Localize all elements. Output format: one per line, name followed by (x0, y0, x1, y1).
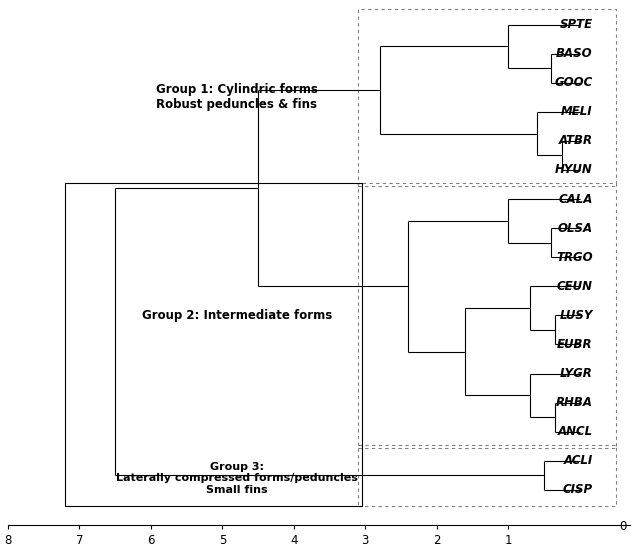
Text: CALA: CALA (559, 192, 593, 206)
Text: ATBR: ATBR (559, 134, 593, 147)
Text: LUSY: LUSY (559, 309, 593, 322)
Text: Group 1: Cylindric forms
Robust peduncles & fins: Group 1: Cylindric forms Robust peduncle… (156, 83, 318, 111)
Text: CEUN: CEUN (557, 280, 593, 293)
Text: ACLI: ACLI (564, 455, 593, 467)
Text: TRGO: TRGO (556, 251, 593, 264)
Text: MELI: MELI (561, 105, 593, 118)
Text: SPTE: SPTE (560, 18, 593, 31)
Bar (358, 8, 616, 186)
Bar (65, 183, 362, 506)
Text: Group 2: Intermediate forms: Group 2: Intermediate forms (141, 309, 332, 322)
Text: BASO: BASO (556, 47, 593, 60)
Text: 0: 0 (619, 521, 626, 533)
Text: HYUN: HYUN (555, 164, 593, 176)
Bar (358, 183, 616, 448)
Text: LYGR: LYGR (560, 367, 593, 380)
Text: GOOC: GOOC (554, 76, 593, 89)
Bar (358, 445, 616, 506)
Text: EUBR: EUBR (557, 338, 593, 351)
Text: ANCL: ANCL (557, 425, 593, 438)
Text: OLSA: OLSA (557, 222, 593, 235)
Text: CISP: CISP (562, 483, 593, 496)
Text: RHBA: RHBA (555, 396, 593, 409)
Text: Group 3:
Laterally compressed forms/peduncles
Small fins: Group 3: Laterally compressed forms/pedu… (115, 462, 358, 495)
